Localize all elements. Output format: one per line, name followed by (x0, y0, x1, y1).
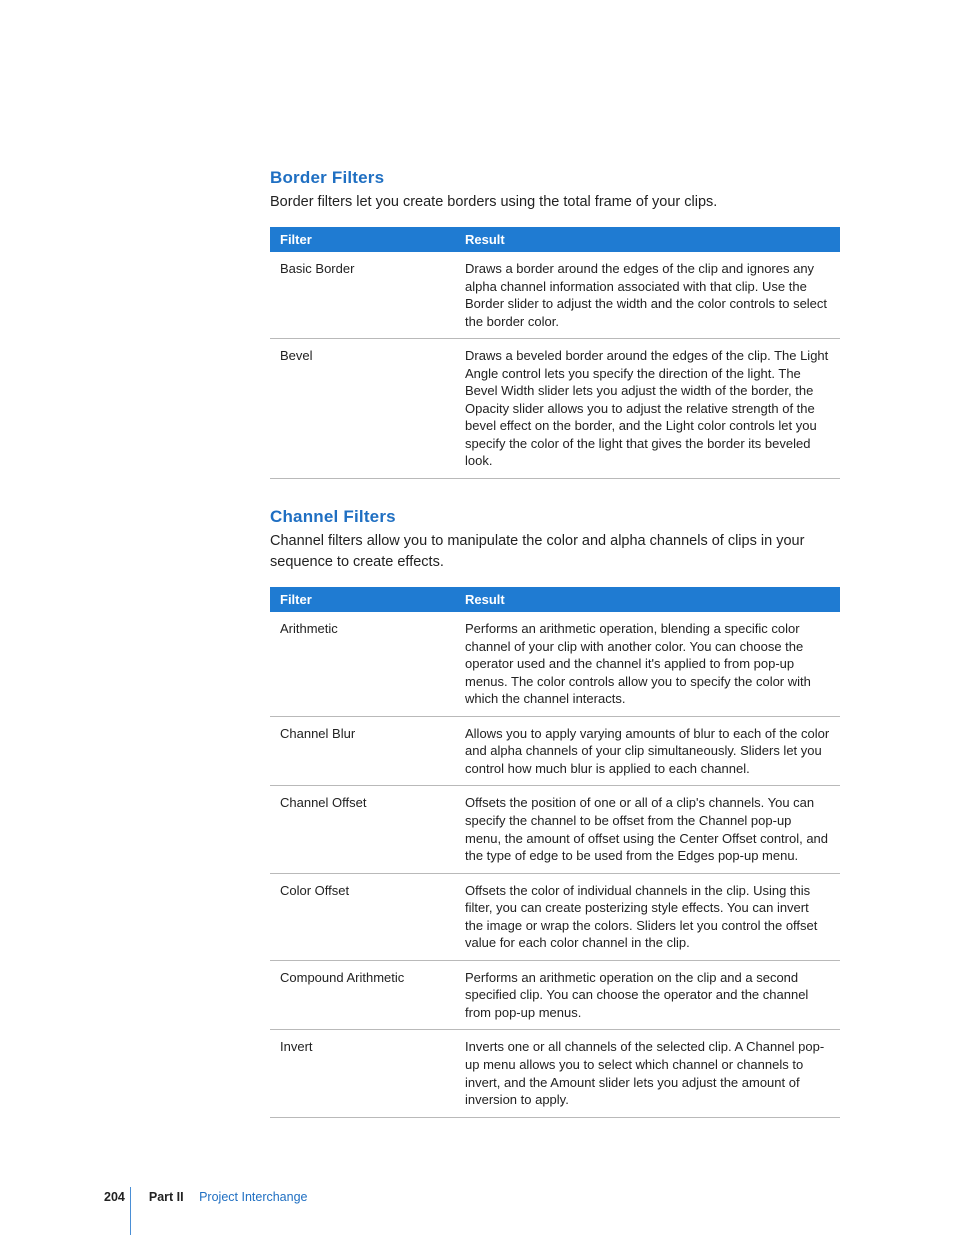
table-row: Channel Blur Allows you to apply varying… (270, 716, 840, 786)
section-heading-channel-filters: Channel Filters (270, 507, 840, 527)
section-intro: Border filters let you create borders us… (270, 192, 840, 213)
filter-result-cell: Draws a border around the edges of the c… (455, 252, 840, 339)
table-row: Bevel Draws a beveled border around the … (270, 339, 840, 479)
filter-result-cell: Offsets the position of one or all of a … (455, 786, 840, 873)
filter-name-cell: Invert (270, 1030, 455, 1117)
filter-name-cell: Basic Border (270, 252, 455, 339)
part-label: Part II (149, 1190, 184, 1204)
table-header-result: Result (455, 227, 840, 252)
filter-result-cell: Offsets the color of individual channels… (455, 873, 840, 960)
filter-result-cell: Allows you to apply varying amounts of b… (455, 716, 840, 786)
table-row: Basic Border Draws a border around the e… (270, 252, 840, 339)
section-heading-border-filters: Border Filters (270, 168, 840, 188)
filter-name-cell: Bevel (270, 339, 455, 479)
page-number: 204 (104, 1190, 125, 1204)
page-content: Border Filters Border filters let you cr… (270, 168, 840, 1146)
filter-name-cell: Arithmetic (270, 612, 455, 716)
filter-name-cell: Compound Arithmetic (270, 960, 455, 1030)
page-footer: 204 Part II Project Interchange (104, 1190, 308, 1204)
table-header-filter: Filter (270, 227, 455, 252)
table-header-filter: Filter (270, 587, 455, 612)
channel-filters-table: Filter Result Arithmetic Performs an ari… (270, 587, 840, 1118)
table-row: Compound Arithmetic Performs an arithmet… (270, 960, 840, 1030)
table-row: Channel Offset Offsets the position of o… (270, 786, 840, 873)
table-row: Arithmetic Performs an arithmetic operat… (270, 612, 840, 716)
filter-result-cell: Draws a beveled border around the edges … (455, 339, 840, 479)
footer-part: Part II Project Interchange (149, 1190, 308, 1204)
table-row: Invert Inverts one or all channels of th… (270, 1030, 840, 1117)
filter-result-cell: Inverts one or all channels of the selec… (455, 1030, 840, 1117)
filter-result-cell: Performs an arithmetic operation, blendi… (455, 612, 840, 716)
filter-name-cell: Channel Blur (270, 716, 455, 786)
table-header-result: Result (455, 587, 840, 612)
border-filters-table: Filter Result Basic Border Draws a borde… (270, 227, 840, 479)
part-title: Project Interchange (199, 1190, 307, 1204)
table-row: Color Offset Offsets the color of indivi… (270, 873, 840, 960)
filter-name-cell: Color Offset (270, 873, 455, 960)
filter-name-cell: Channel Offset (270, 786, 455, 873)
filter-result-cell: Performs an arithmetic operation on the … (455, 960, 840, 1030)
section-intro: Channel filters allow you to manipulate … (270, 531, 840, 573)
